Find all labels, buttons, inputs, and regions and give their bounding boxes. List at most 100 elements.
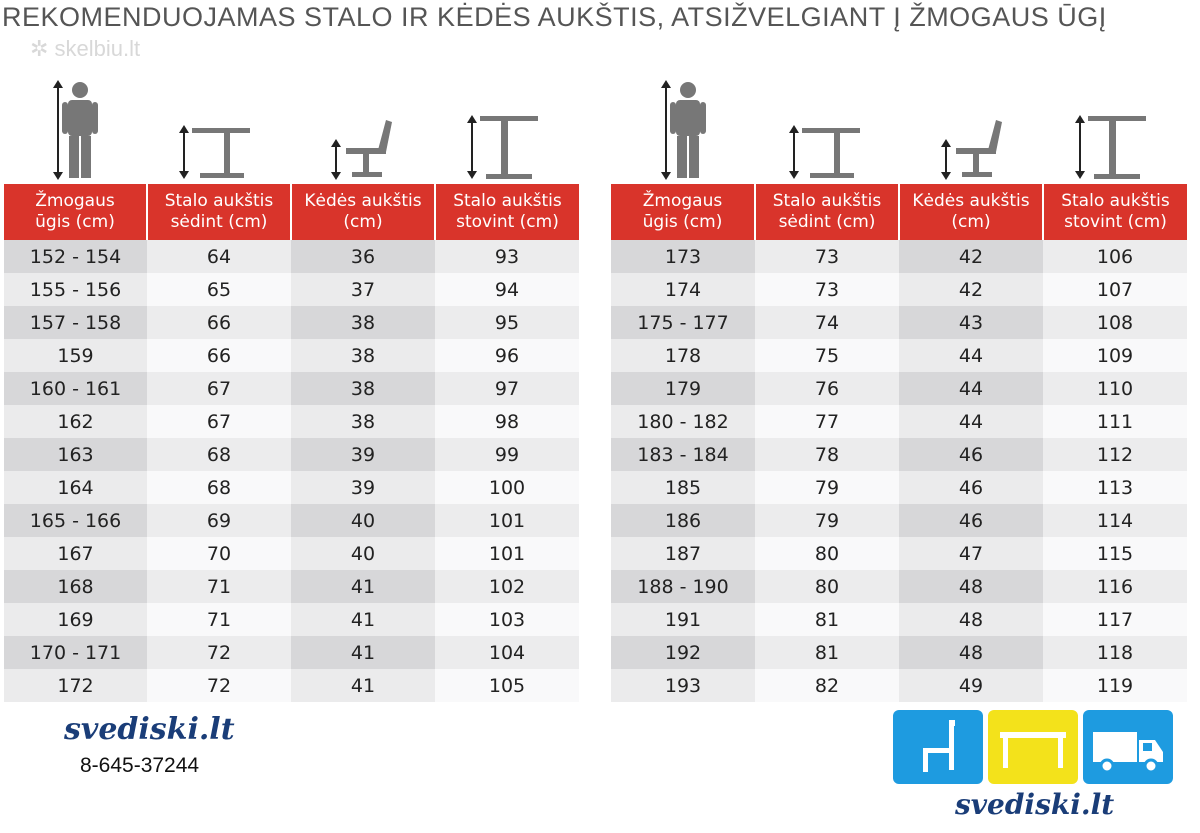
cell-sitting-desk-height: 80 <box>755 570 899 603</box>
cell-standing-desk-height: 116 <box>1043 570 1187 603</box>
table-header-row: Žmogaus ūgis (cm) Stalo aukštis sėdint (cm… <box>611 184 1187 240</box>
cell-standing-desk-height: 104 <box>435 636 579 669</box>
cell-chair-height: 38 <box>291 372 435 405</box>
table-row: 174 73 42 107 <box>611 273 1187 306</box>
cell-standing-desk-height: 105 <box>435 669 579 702</box>
watermark-text: skelbiu.lt <box>54 36 141 61</box>
cell-standing-desk-height: 98 <box>435 405 579 438</box>
cell-sitting-desk-height: 66 <box>147 306 291 339</box>
cell-chair-height: 44 <box>899 339 1043 372</box>
table-row: 191 81 48 117 <box>611 603 1187 636</box>
cell-chair-height: 49 <box>899 669 1043 702</box>
table-row: 180 - 182 77 44 111 <box>611 405 1187 438</box>
cell-standing-desk-height: 110 <box>1043 372 1187 405</box>
cell-sitting-desk-height: 73 <box>755 273 899 306</box>
header-standing-desk-height: Stalo aukštis stovint (cm) <box>434 184 579 240</box>
chair-tile <box>893 710 983 784</box>
cell-sitting-desk-height: 68 <box>147 471 291 504</box>
cell-person-height: 165 - 166 <box>4 504 147 537</box>
cell-sitting-desk-height: 72 <box>147 636 291 669</box>
person-height-icon <box>660 80 707 180</box>
cell-sitting-desk-height: 82 <box>755 669 899 702</box>
cell-person-height: 170 - 171 <box>4 636 147 669</box>
cell-person-height: 174 <box>611 273 755 306</box>
cell-chair-height: 48 <box>899 570 1043 603</box>
table-row: 152 - 154 64 36 93 <box>4 240 579 273</box>
cell-chair-height: 42 <box>899 240 1043 273</box>
table-row: 179 76 44 110 <box>611 372 1187 405</box>
table-row: 192 81 48 118 <box>611 636 1187 669</box>
cell-person-height: 180 - 182 <box>611 405 755 438</box>
cell-sitting-desk-height: 65 <box>147 273 291 306</box>
chair-height-icon <box>940 120 1003 180</box>
table-row: 170 - 171 72 41 104 <box>4 636 579 669</box>
cell-sitting-desk-height: 80 <box>755 537 899 570</box>
cell-chair-height: 39 <box>291 438 435 471</box>
cell-standing-desk-height: 118 <box>1043 636 1187 669</box>
table-icon <box>1000 732 1066 768</box>
cell-chair-height: 43 <box>899 306 1043 339</box>
cell-standing-desk-height: 106 <box>1043 240 1187 273</box>
header-chair-height: Kėdės aukštis (cm) <box>898 184 1043 240</box>
standing-desk-height-icon <box>466 114 539 180</box>
brand-logo-right: svediski.lt <box>955 788 1115 821</box>
cell-person-height: 152 - 154 <box>4 240 147 273</box>
table-row: 155 - 156 65 37 94 <box>4 273 579 306</box>
cell-chair-height: 40 <box>291 537 435 570</box>
cell-standing-desk-height: 99 <box>435 438 579 471</box>
brand-logo-left: svediski.lt <box>64 712 235 747</box>
cell-sitting-desk-height: 64 <box>147 240 291 273</box>
cell-person-height: 173 <box>611 240 755 273</box>
cell-person-height: 193 <box>611 669 755 702</box>
header-sitting-desk-height: Stalo aukštis sėdint (cm) <box>754 184 899 240</box>
cell-person-height: 185 <box>611 471 755 504</box>
cell-standing-desk-height: 94 <box>435 273 579 306</box>
table-row: 165 - 166 69 40 101 <box>4 504 579 537</box>
page-title: REKOMENDUOJAMAS STALO IR KĖDĖS AUKŠTIS, … <box>2 2 1107 32</box>
cell-person-height: 167 <box>4 537 147 570</box>
sitting-desk-height-icon <box>178 124 251 180</box>
cell-person-height: 187 <box>611 537 755 570</box>
cell-chair-height: 39 <box>291 471 435 504</box>
table-row: 187 80 47 115 <box>611 537 1187 570</box>
table-row: 164 68 39 100 <box>4 471 579 504</box>
table-row: 169 71 41 103 <box>4 603 579 636</box>
cell-chair-height: 40 <box>291 504 435 537</box>
cell-standing-desk-height: 102 <box>435 570 579 603</box>
table-tile <box>988 710 1078 784</box>
cell-standing-desk-height: 119 <box>1043 669 1187 702</box>
cell-chair-height: 48 <box>899 603 1043 636</box>
cell-person-height: 186 <box>611 504 755 537</box>
cell-standing-desk-height: 111 <box>1043 405 1187 438</box>
cell-sitting-desk-height: 67 <box>147 372 291 405</box>
cell-sitting-desk-height: 78 <box>755 438 899 471</box>
cell-chair-height: 41 <box>291 603 435 636</box>
table-row: 175 - 177 74 43 108 <box>611 306 1187 339</box>
cell-person-height: 175 - 177 <box>611 306 755 339</box>
icons-row-right <box>600 70 1200 180</box>
cell-standing-desk-height: 114 <box>1043 504 1187 537</box>
cell-standing-desk-height: 113 <box>1043 471 1187 504</box>
cell-chair-height: 42 <box>899 273 1043 306</box>
table-row: 162 67 38 98 <box>4 405 579 438</box>
cell-standing-desk-height: 109 <box>1043 339 1187 372</box>
cell-standing-desk-height: 95 <box>435 306 579 339</box>
table-row: 178 75 44 109 <box>611 339 1187 372</box>
height-table-right: Žmogaus ūgis (cm) Stalo aukštis sėdint (cm… <box>611 184 1187 702</box>
cell-person-height: 155 - 156 <box>4 273 147 306</box>
cell-person-height: 179 <box>611 372 755 405</box>
cell-chair-height: 44 <box>899 372 1043 405</box>
chair-icon <box>923 720 955 772</box>
cell-sitting-desk-height: 74 <box>755 306 899 339</box>
sitting-desk-height-icon <box>788 124 861 180</box>
cell-person-height: 178 <box>611 339 755 372</box>
table-row: 173 73 42 106 <box>611 240 1187 273</box>
cell-chair-height: 44 <box>899 405 1043 438</box>
cell-sitting-desk-height: 81 <box>755 636 899 669</box>
cell-person-height: 169 <box>4 603 147 636</box>
cell-sitting-desk-height: 79 <box>755 504 899 537</box>
phone-number: 8-645-37244 <box>80 754 200 777</box>
cell-person-height: 191 <box>611 603 755 636</box>
cell-person-height: 172 <box>4 669 147 702</box>
delivery-tile <box>1083 710 1173 784</box>
